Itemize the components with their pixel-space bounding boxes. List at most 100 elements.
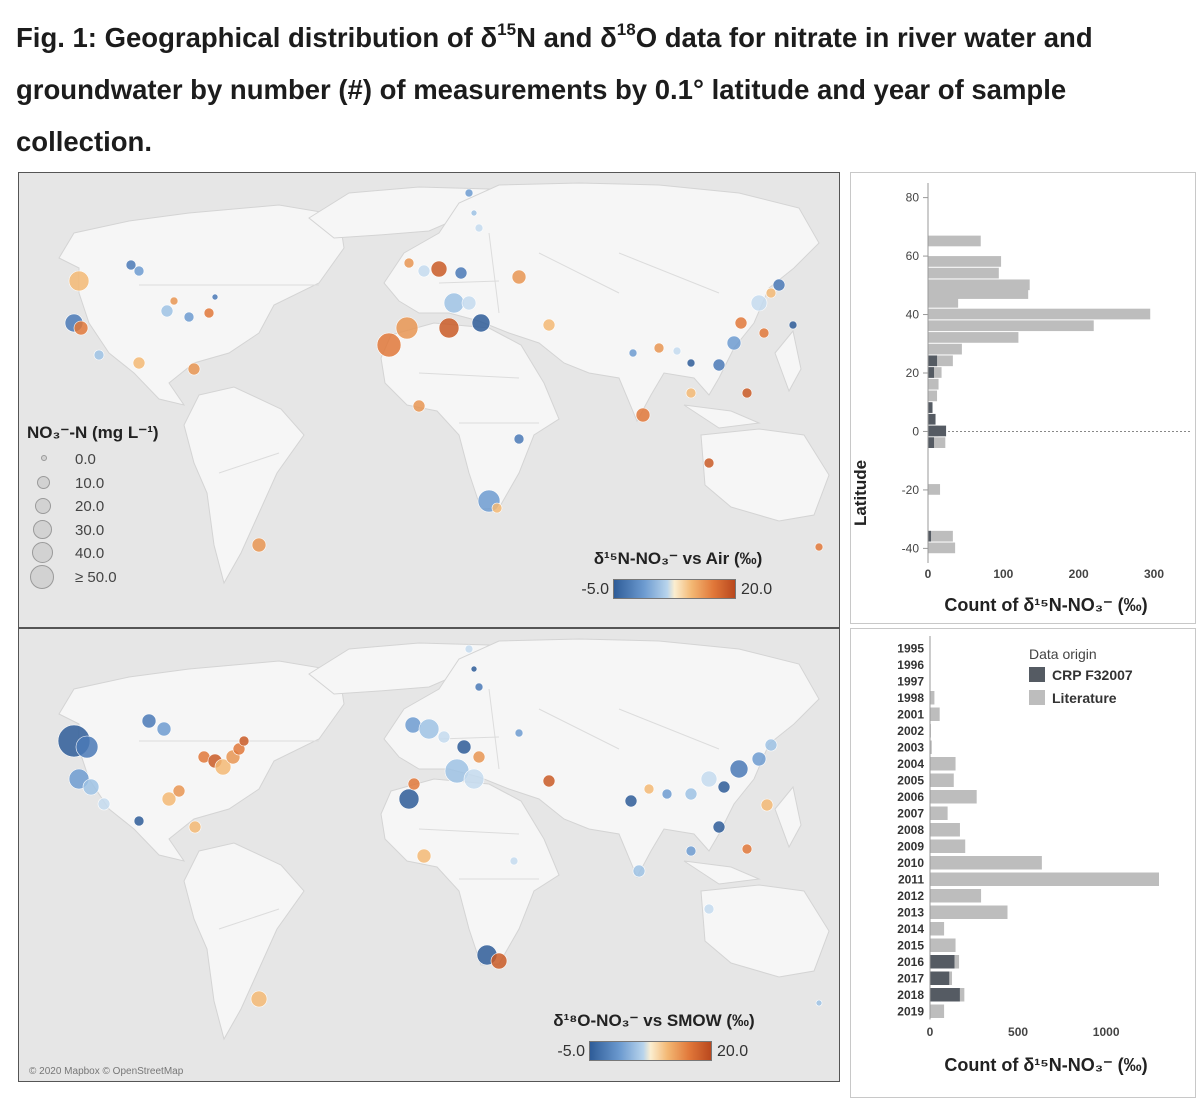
land-mass bbox=[183, 386, 305, 585]
color-legend-max: 20.0 bbox=[741, 581, 773, 598]
sample-site-marker bbox=[417, 264, 431, 278]
year-tick-label: 1997 bbox=[897, 674, 924, 688]
sample-site-marker bbox=[712, 820, 726, 834]
year-tick-label: 2018 bbox=[897, 988, 924, 1002]
year-bar bbox=[930, 773, 954, 787]
latitude-bar bbox=[928, 256, 1002, 267]
year-bar bbox=[930, 955, 955, 969]
color-legend-d18o: δ¹⁸O-NO₃⁻ vs SMOW (‰) -5.0 20.0 bbox=[539, 1011, 769, 1071]
latitude-bar bbox=[928, 332, 1019, 343]
year-tick-label: 2005 bbox=[897, 773, 924, 787]
land-mass bbox=[383, 638, 820, 879]
sample-site-marker bbox=[160, 304, 174, 318]
color-legend-title: δ¹⁸O-NO₃⁻ vs SMOW (‰) bbox=[553, 1011, 755, 1030]
year-histogram: 1995 1996 1997 1998 2001 2002 2003 2004 2005 2006… bbox=[897, 636, 1159, 1075]
size-legend-item: 0.0 bbox=[27, 449, 207, 473]
year-bar bbox=[954, 955, 960, 969]
color-scale-bar bbox=[589, 1041, 712, 1061]
land-mass bbox=[700, 428, 830, 522]
sample-site-marker bbox=[542, 318, 556, 332]
legend-swatch-crp bbox=[1029, 667, 1045, 682]
size-circle-icon bbox=[30, 564, 54, 589]
year-tick-label: 2002 bbox=[897, 724, 924, 738]
sample-site-marker bbox=[628, 348, 638, 358]
sample-site-marker bbox=[703, 457, 715, 469]
sample-site-marker bbox=[398, 788, 420, 810]
year-bar bbox=[930, 707, 940, 721]
sample-site-marker bbox=[203, 307, 215, 319]
sample-site-marker bbox=[491, 502, 503, 514]
map-credit: © 2020 Mapbox © OpenStreetMap bbox=[29, 1066, 184, 1077]
sample-site-marker bbox=[750, 294, 768, 312]
sample-site-marker bbox=[471, 313, 491, 333]
sample-site-marker bbox=[726, 335, 742, 351]
land-mass bbox=[58, 204, 345, 406]
x-tick-label: 0 bbox=[925, 567, 932, 581]
sample-site-marker bbox=[464, 644, 474, 654]
country-border bbox=[488, 688, 500, 770]
year-tick-label: 1995 bbox=[897, 641, 924, 655]
latitude-bar bbox=[928, 367, 942, 378]
color-legend-min: -5.0 bbox=[557, 1043, 585, 1060]
sample-site-marker bbox=[214, 758, 232, 776]
sample-site-marker bbox=[412, 399, 426, 413]
year-tick-label: 2010 bbox=[897, 856, 924, 870]
x-tick-label: 300 bbox=[1144, 567, 1164, 581]
sample-site-marker bbox=[772, 278, 786, 292]
sample-site-marker bbox=[438, 317, 460, 339]
y-tick-label: -20 bbox=[902, 483, 920, 497]
country-border bbox=[538, 252, 620, 294]
year-bar bbox=[930, 790, 977, 804]
sample-site-marker bbox=[407, 777, 421, 791]
sample-site-marker bbox=[764, 738, 778, 752]
color-legend-d15n: δ¹⁵N-NO₃⁻ vs Air (‰) -5.0 20.0 bbox=[563, 549, 793, 609]
legend-label-literature: Literature bbox=[1052, 690, 1117, 706]
sample-site-marker bbox=[474, 223, 484, 233]
x-tick-label: 0 bbox=[927, 1025, 934, 1039]
year-bar bbox=[930, 691, 935, 705]
latitude-bar bbox=[928, 288, 1029, 299]
country-border bbox=[418, 372, 520, 379]
year-tick-label: 2017 bbox=[897, 971, 924, 985]
country-border bbox=[618, 252, 720, 294]
color-legend-min: -5.0 bbox=[581, 581, 609, 598]
latitude-bar bbox=[928, 343, 962, 355]
country-border bbox=[218, 452, 280, 474]
sample-site-marker bbox=[653, 342, 665, 354]
year-histogram-panel: 1995 1996 1997 1998 2001 2002 2003 2004 2005 2006… bbox=[850, 628, 1196, 1098]
sample-site-marker bbox=[172, 784, 186, 798]
year-tick-label: 2013 bbox=[897, 905, 924, 919]
sample-site-marker bbox=[169, 296, 179, 306]
sample-site-marker bbox=[703, 903, 715, 915]
latitude-bar bbox=[928, 542, 956, 554]
sample-site-marker bbox=[490, 952, 508, 970]
year-bar bbox=[949, 971, 953, 985]
latitude-bar bbox=[928, 367, 935, 378]
sample-site-marker bbox=[815, 999, 823, 1007]
land-mass bbox=[683, 860, 761, 885]
country-border bbox=[618, 708, 720, 750]
world-map-d18o bbox=[19, 629, 839, 1081]
country-border bbox=[488, 232, 500, 314]
sample-site-marker bbox=[133, 815, 145, 827]
year-tick-label: 2001 bbox=[897, 707, 924, 721]
map-d18o: δ¹⁸O-NO₃⁻ vs SMOW (‰) -5.0 20.0 © 2020 M… bbox=[18, 628, 840, 1082]
year-bar bbox=[930, 905, 1008, 919]
sample-site-marker bbox=[684, 787, 698, 801]
latitude-bar bbox=[928, 413, 936, 425]
sample-site-marker bbox=[97, 797, 111, 811]
y-axis-label: Latitude bbox=[851, 460, 870, 526]
size-legend-item: 20.0 bbox=[27, 496, 207, 520]
latitude-bar bbox=[928, 437, 935, 448]
sample-site-marker bbox=[188, 820, 202, 834]
latitude-bar bbox=[928, 355, 953, 367]
sample-site-marker bbox=[211, 293, 219, 301]
sample-site-marker bbox=[765, 287, 777, 299]
sample-site-marker bbox=[161, 791, 177, 807]
latitude-bar bbox=[928, 267, 999, 279]
latitude-bar bbox=[928, 390, 938, 402]
size-circle-icon bbox=[35, 498, 51, 514]
sample-site-marker bbox=[717, 780, 731, 794]
sample-site-marker bbox=[463, 768, 485, 790]
sample-site-marker bbox=[734, 316, 748, 330]
